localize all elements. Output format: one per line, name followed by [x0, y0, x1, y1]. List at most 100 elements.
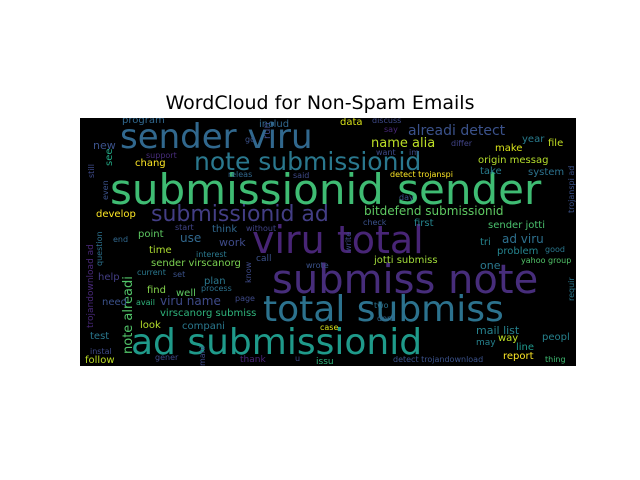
cloud-word: even: [101, 180, 110, 200]
cloud-word: thing: [545, 355, 566, 364]
cloud-word: ad viru: [502, 232, 544, 246]
cloud-word: submiss note: [272, 257, 539, 303]
cloud-word: question: [95, 231, 104, 266]
cloud-word: day: [399, 193, 414, 202]
cloud-word: total submiss: [263, 289, 504, 330]
chart-title: WordCloud for Non-Spam Emails: [165, 92, 475, 114]
cloud-word: point: [138, 229, 164, 240]
cloud-word: peopl: [542, 332, 570, 343]
cloud-word: releas: [228, 170, 253, 179]
cloud-word: take: [480, 166, 502, 177]
cloud-word: well: [176, 288, 196, 299]
cloud-word: develop: [96, 209, 136, 220]
cloud-word: time: [149, 245, 172, 256]
cloud-word: start: [175, 223, 194, 232]
cloud-word: end: [113, 235, 129, 244]
cloud-word: u: [295, 354, 301, 363]
cloud-word: line: [516, 342, 535, 353]
word-cloud: submissionid sender submiss note viru tota…: [80, 118, 576, 366]
cloud-word: alreadi detect: [408, 123, 506, 139]
cloud-word: set: [173, 270, 186, 279]
cloud-word: differ: [451, 139, 473, 148]
cloud-word: detect trojanspi: [390, 170, 453, 179]
cloud-word: requir: [567, 277, 576, 301]
cloud-word: mail list: [476, 324, 520, 337]
cloud-word: problem: [497, 246, 539, 257]
cloud-word: mani: [198, 346, 207, 366]
cloud-word: discuss: [372, 118, 402, 125]
cloud-word: need: [102, 297, 127, 308]
cloud-word: year: [522, 134, 545, 145]
cloud-word: know: [244, 261, 253, 283]
cloud-word: sender viru: [120, 118, 313, 157]
cloud-word: system: [528, 167, 565, 178]
cloud-word: call: [256, 254, 272, 264]
cloud-word: submissionid ad: [151, 202, 329, 227]
cloud-word: name alia: [371, 136, 436, 151]
cloud-word: im: [409, 148, 420, 157]
cloud-word: want: [376, 148, 396, 157]
cloud-word: help: [98, 272, 120, 283]
cloud-word: sender virscanorg: [151, 258, 241, 269]
cloud-word: work: [219, 236, 246, 249]
cloud-word: may: [476, 338, 496, 348]
cloud-word: bitdefend submissionid: [364, 204, 504, 218]
cloud-word: tri: [480, 237, 491, 248]
cloud-word: includ: [259, 119, 290, 130]
cloud-word: compani: [182, 321, 225, 332]
cloud-word: say: [384, 125, 398, 134]
cloud-word: make: [495, 143, 523, 154]
cloud-word: trojanspi ad: [567, 165, 576, 213]
cloud-word: without: [246, 224, 277, 233]
cloud-word: page: [235, 294, 255, 303]
cloud-word: find: [147, 285, 166, 296]
cloud-word: plan: [204, 276, 226, 287]
cloud-word: first: [414, 218, 434, 229]
cloud-word: sender jotti: [488, 220, 546, 231]
cloud-word: avail: [136, 298, 155, 307]
cloud-word: file: [548, 138, 564, 149]
cloud-word: dont: [377, 314, 396, 323]
cloud-word: still: [87, 164, 96, 178]
cloud-word: wrote: [306, 261, 329, 270]
cloud-word: think: [212, 224, 238, 235]
cloud-word: ad submissionid: [131, 322, 423, 363]
cloud-word: gener: [155, 353, 179, 362]
cloud-word: instal: [90, 347, 112, 356]
cloud-word: see: [104, 148, 115, 166]
cloud-word: go: [245, 135, 255, 144]
cloud-word: yahoo group: [521, 256, 572, 265]
cloud-word: support: [146, 151, 177, 160]
cloud-word: process: [201, 284, 232, 293]
cloud-word: chang: [135, 158, 166, 169]
cloud-word: current: [137, 268, 166, 277]
cloud-word: use: [180, 231, 202, 245]
cloud-word: program: [122, 118, 165, 126]
cloud-word: note alreadi: [121, 276, 136, 354]
cloud-word: detect trojandownload: [393, 355, 484, 364]
cloud-word: check: [363, 218, 387, 227]
cloud-word: look: [140, 320, 161, 331]
cloud-word: virscanorg submiss: [160, 308, 257, 319]
cloud-word: report: [503, 351, 534, 362]
cloud-word: submissionid sender: [110, 165, 542, 214]
cloud-word: one: [480, 259, 501, 272]
cloud-word: test: [90, 331, 110, 342]
cloud-word: new: [93, 139, 116, 152]
cloud-word: data: [340, 118, 363, 128]
cloud-word: interest: [196, 250, 227, 259]
cloud-word: viru name: [160, 294, 221, 308]
cloud-word: good: [545, 245, 565, 254]
cloud-word: note submissionid: [194, 147, 422, 176]
cloud-word: two: [374, 301, 389, 310]
cloud-word: run: [262, 122, 273, 139]
cloud-word: follow: [85, 355, 115, 366]
cloud-word: case: [320, 323, 339, 332]
cloud-word: write: [344, 231, 353, 252]
cloud-word: said: [293, 171, 310, 180]
cloud-word: jotti submiss: [374, 255, 438, 266]
cloud-word: way: [498, 333, 519, 344]
cloud-word: origin messag: [478, 155, 549, 166]
cloud-word: issu: [316, 357, 334, 367]
cloud-word: viru total: [252, 218, 424, 262]
